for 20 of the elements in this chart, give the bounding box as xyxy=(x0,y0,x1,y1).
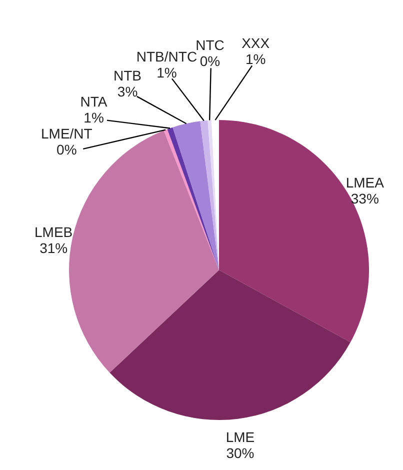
data-label: 0% xyxy=(200,53,220,70)
slice-label: LME xyxy=(226,429,255,446)
data-label: 1% xyxy=(245,50,266,67)
slice-label: LME/NT xyxy=(40,125,93,142)
slice-label: LMEB xyxy=(34,224,73,240)
slice-label: XXX xyxy=(242,34,270,51)
slice-label: LMEA xyxy=(346,174,385,191)
pie-slice xyxy=(110,270,350,420)
pie-slice xyxy=(200,120,219,270)
data-label: 31% xyxy=(40,240,68,256)
slice-label: NTC xyxy=(196,37,224,54)
data-label: 0% xyxy=(56,141,77,158)
data-label: 3% xyxy=(117,84,138,100)
data-label: 30% xyxy=(226,445,254,462)
data-label: 1% xyxy=(84,110,104,126)
slice-label: NTB/NTC xyxy=(136,48,198,64)
slice-label: NTB xyxy=(114,68,142,84)
data-label: 33% xyxy=(350,190,379,207)
slice-label: NTA xyxy=(80,94,108,110)
data-label: 1% xyxy=(156,64,177,80)
